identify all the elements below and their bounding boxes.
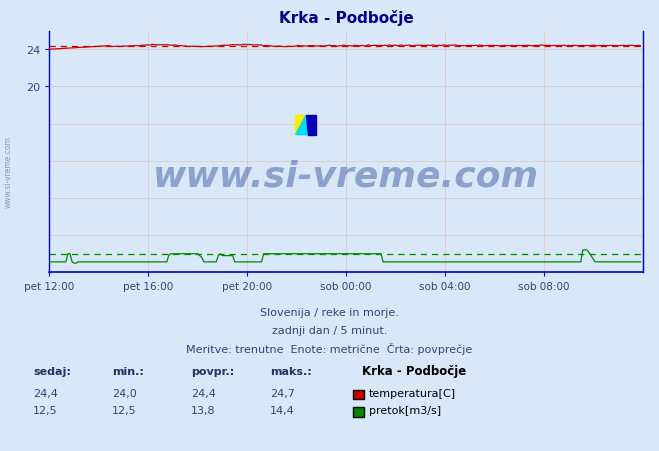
Text: Krka - Podbočje: Krka - Podbočje <box>362 364 467 377</box>
Text: www.si-vreme.com: www.si-vreme.com <box>3 135 13 207</box>
Text: 14,4: 14,4 <box>270 405 295 415</box>
Text: 12,5: 12,5 <box>33 405 57 415</box>
Polygon shape <box>306 116 316 135</box>
Text: 24,4: 24,4 <box>33 388 58 398</box>
Text: sedaj:: sedaj: <box>33 366 71 376</box>
Text: 24,4: 24,4 <box>191 388 216 398</box>
Polygon shape <box>295 116 306 135</box>
Text: 13,8: 13,8 <box>191 405 215 415</box>
Text: Meritve: trenutne  Enote: metrične  Črta: povprečje: Meritve: trenutne Enote: metrične Črta: … <box>186 342 473 354</box>
Text: temperatura[C]: temperatura[C] <box>369 388 456 398</box>
Text: 24,0: 24,0 <box>112 388 137 398</box>
Text: 24,7: 24,7 <box>270 388 295 398</box>
Text: povpr.:: povpr.: <box>191 366 235 376</box>
Polygon shape <box>295 116 308 135</box>
Text: min.:: min.: <box>112 366 144 376</box>
Text: maks.:: maks.: <box>270 366 312 376</box>
Text: Slovenija / reke in morje.: Slovenija / reke in morje. <box>260 308 399 318</box>
Text: www.si-vreme.com: www.si-vreme.com <box>153 159 539 193</box>
Text: zadnji dan / 5 minut.: zadnji dan / 5 minut. <box>272 326 387 336</box>
Text: 12,5: 12,5 <box>112 405 136 415</box>
Text: pretok[m3/s]: pretok[m3/s] <box>369 405 441 415</box>
Title: Krka - Podbočje: Krka - Podbočje <box>279 10 413 26</box>
